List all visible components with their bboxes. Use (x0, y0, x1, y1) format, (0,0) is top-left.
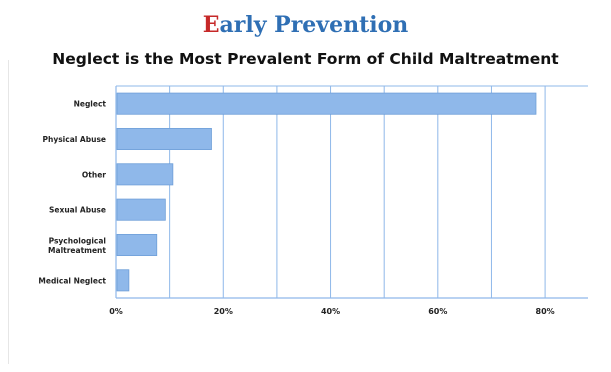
bar-sexual-abuse (116, 198, 166, 221)
bar-psychological-maltreatment (116, 233, 158, 256)
category-label-medical-neglect: Medical Neglect (38, 276, 106, 285)
bars-layer (116, 92, 537, 292)
header-title-first-letter: E (202, 12, 220, 38)
bar-other (116, 163, 174, 186)
x-tick-label-20: 20% (214, 307, 233, 316)
bar-neglect (116, 92, 537, 115)
category-label-line: Medical Neglect (38, 276, 106, 285)
category-label-line: Neglect (74, 100, 107, 109)
grid-layer (115, 85, 588, 299)
bar-medical-neglect (116, 269, 130, 292)
page-frame-line (8, 60, 9, 364)
category-label-line: Sexual Abuse (49, 206, 106, 215)
category-label-psychological-maltreatment: Psychological Maltreatment (48, 236, 106, 255)
header-title-rest: arly Prevention (219, 12, 409, 38)
header-title: Early Prevention (0, 12, 611, 38)
bar-physical-abuse (116, 127, 212, 150)
x-tick-label-40: 40% (321, 307, 340, 316)
x-tick-label-60: 60% (428, 307, 447, 316)
x-tick-labels: 0% 20% 40% 60% 80% (109, 307, 554, 316)
x-tick-label-0: 0% (109, 307, 123, 316)
category-label-line: Psychological (49, 236, 106, 245)
category-label-sexual-abuse: Sexual Abuse (49, 206, 106, 215)
category-labels: Neglect Physical Abuse Other Sexual Abuse Ps… (38, 100, 106, 286)
x-tick-label-80: 80% (536, 307, 555, 316)
category-label-other: Other (82, 170, 106, 179)
category-label-line: Maltreatment (48, 246, 106, 255)
chart-title: Neglect is the Most Prevalent Form of Ch… (52, 50, 559, 68)
category-label-physical-abuse: Physical Abuse (42, 135, 106, 144)
category-label-line: Physical Abuse (42, 135, 106, 144)
category-label-neglect: Neglect (74, 100, 107, 109)
category-label-line: Other (82, 170, 106, 179)
